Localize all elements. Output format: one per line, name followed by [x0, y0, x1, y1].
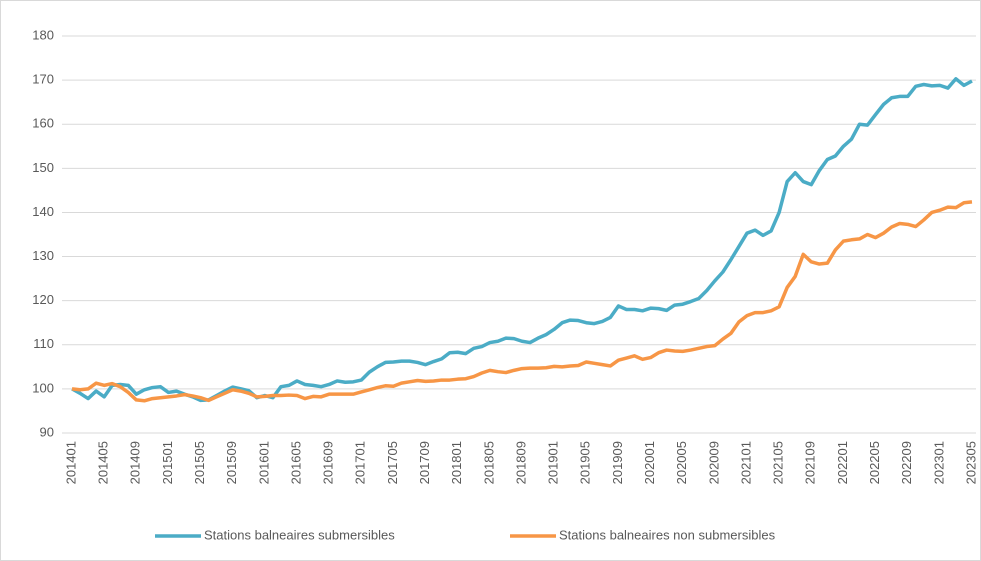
series-line [71, 77, 973, 403]
x-tick-label: 202105 [771, 441, 786, 484]
x-tick-label: 201705 [385, 441, 400, 484]
y-tick-label: 150 [32, 160, 54, 175]
x-tick-label: 202305 [963, 441, 978, 484]
x-tick-label: 201405 [96, 441, 111, 484]
y-tick-label: 90 [40, 424, 54, 439]
x-tick-label: 201605 [288, 441, 303, 484]
y-tick-label: 180 [32, 27, 54, 42]
x-tick-label: 201609 [321, 441, 336, 484]
x-tick-label: 202101 [738, 441, 753, 484]
legend-label: Stations balneaires non submersibles [559, 527, 776, 542]
x-tick-label: 202209 [899, 441, 914, 484]
x-tick-label: 201709 [417, 441, 432, 484]
x-tick-label: 201901 [546, 441, 561, 484]
y-tick-label: 120 [32, 292, 54, 307]
x-tick-label: 201801 [449, 441, 464, 484]
y-tick-label: 140 [32, 204, 54, 219]
x-tick-label: 201809 [513, 441, 528, 484]
y-tick-label: 130 [32, 248, 54, 263]
x-tick-label: 201505 [192, 441, 207, 484]
x-tick-label: 201805 [481, 441, 496, 484]
x-tick-label: 202009 [706, 441, 721, 484]
x-tick-label: 201701 [353, 441, 368, 484]
x-tick-label: 201501 [160, 441, 175, 484]
x-tick-label: 201509 [224, 441, 239, 484]
x-tick-label: 202001 [642, 441, 657, 484]
x-tick-label: 202205 [867, 441, 882, 484]
x-tick-label: 202005 [674, 441, 689, 484]
x-tick-label: 201401 [63, 441, 78, 484]
x-tick-label: 201905 [578, 441, 593, 484]
y-tick-label: 170 [32, 72, 54, 87]
x-tick-label: 201601 [256, 441, 271, 484]
x-tick-label: 201909 [610, 441, 625, 484]
y-tick-label: 100 [32, 380, 54, 395]
x-tick-label: 202301 [931, 441, 946, 484]
y-tick-label: 160 [32, 116, 54, 131]
x-tick-label: 202201 [835, 441, 850, 484]
series-line [71, 200, 973, 403]
x-tick-label: 201409 [128, 441, 143, 484]
legend-label: Stations balneaires submersibles [204, 527, 395, 542]
x-tick-label: 202109 [803, 441, 818, 484]
y-tick-label: 110 [33, 336, 54, 351]
